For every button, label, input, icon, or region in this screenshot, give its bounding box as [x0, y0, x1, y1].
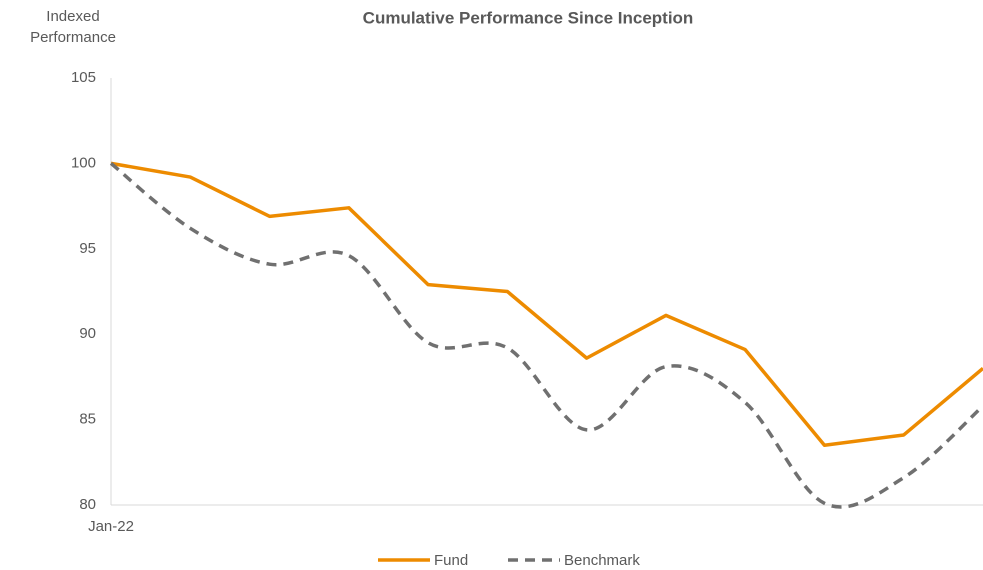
y-tick-label: 80: [79, 496, 96, 513]
chart-title: Cumulative Performance Since Inception: [363, 8, 694, 27]
legend-label: Fund: [434, 552, 468, 569]
y-tick-label: 100: [71, 154, 96, 171]
legend-label: Benchmark: [564, 552, 640, 569]
data-line: [109, 162, 983, 509]
y-axis-label: Indexed Performance: [30, 8, 116, 46]
data-line: [110, 161, 983, 447]
y-tick-label: 95: [79, 240, 96, 257]
y-tick-label: 105: [71, 69, 96, 86]
y-tick-label: 90: [79, 325, 96, 342]
y-tick-label: 85: [79, 411, 96, 428]
x-tick-label: Jan-22: [88, 518, 134, 535]
